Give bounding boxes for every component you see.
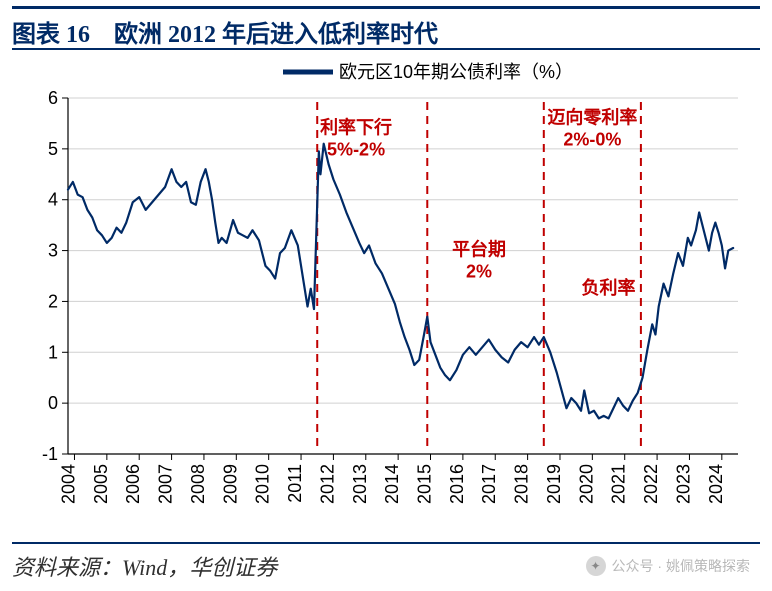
svg-text:利率下行: 利率下行 xyxy=(320,117,392,138)
svg-text:2009: 2009 xyxy=(220,464,240,504)
watermark: ✦ 公众号 · 姚佩策略探索 xyxy=(586,556,750,576)
svg-text:4: 4 xyxy=(48,190,58,210)
svg-text:2012: 2012 xyxy=(317,464,337,504)
svg-text:2%-0%: 2%-0% xyxy=(563,129,621,149)
chart-title: 图表 16 欧洲 2012 年后进入低利率时代 xyxy=(12,14,438,49)
svg-text:5: 5 xyxy=(48,139,58,159)
svg-text:2019: 2019 xyxy=(544,464,564,504)
svg-text:2020: 2020 xyxy=(576,464,596,504)
watermark-text: 公众号 · 姚佩策略探索 xyxy=(612,556,750,576)
svg-text:0: 0 xyxy=(48,393,58,413)
svg-text:2023: 2023 xyxy=(673,464,693,504)
svg-text:2%: 2% xyxy=(466,262,492,282)
svg-text:2015: 2015 xyxy=(415,464,435,504)
svg-text:2016: 2016 xyxy=(447,464,467,504)
svg-text:3: 3 xyxy=(48,241,58,261)
line-chart: -1 0 1 2 3 4 5 6 2004 2005 2006 2007 2008 2009 2010 201… xyxy=(20,56,752,528)
svg-text:1: 1 xyxy=(48,342,58,362)
header-rule-bottom xyxy=(12,48,760,50)
svg-text:2017: 2017 xyxy=(479,464,499,504)
svg-text:2018: 2018 xyxy=(512,464,532,504)
svg-text:2006: 2006 xyxy=(123,464,143,504)
source-label: 资料来源：Wind，华创证券 xyxy=(12,550,277,582)
svg-text:2005: 2005 xyxy=(91,464,111,504)
svg-text:2013: 2013 xyxy=(350,464,370,504)
wechat-icon: ✦ xyxy=(586,556,606,576)
chart-container: -1 0 1 2 3 4 5 6 2004 2005 2006 2007 2008 2009 2010 201… xyxy=(20,56,752,528)
svg-text:2011: 2011 xyxy=(285,464,305,503)
svg-text:5%-2%: 5%-2% xyxy=(327,140,385,160)
footer-rule xyxy=(12,542,760,544)
svg-text:6: 6 xyxy=(48,88,58,108)
svg-text:2014: 2014 xyxy=(382,464,402,504)
svg-text:2: 2 xyxy=(48,291,58,311)
svg-text:2010: 2010 xyxy=(253,464,273,504)
svg-text:负利率: 负利率 xyxy=(582,277,636,298)
svg-text:欧元区10年期公债利率（%）: 欧元区10年期公债利率（%） xyxy=(339,62,573,82)
header-rule-top xyxy=(12,6,760,9)
svg-text:2021: 2021 xyxy=(609,464,629,504)
svg-text:-1: -1 xyxy=(42,444,58,464)
svg-text:2022: 2022 xyxy=(641,464,661,504)
svg-text:2004: 2004 xyxy=(58,464,78,504)
svg-text:2007: 2007 xyxy=(156,464,176,504)
svg-text:迈向零利率: 迈向零利率 xyxy=(547,106,637,127)
svg-text:2008: 2008 xyxy=(188,464,208,504)
svg-text:平台期: 平台期 xyxy=(452,239,506,260)
svg-text:2024: 2024 xyxy=(706,464,726,504)
